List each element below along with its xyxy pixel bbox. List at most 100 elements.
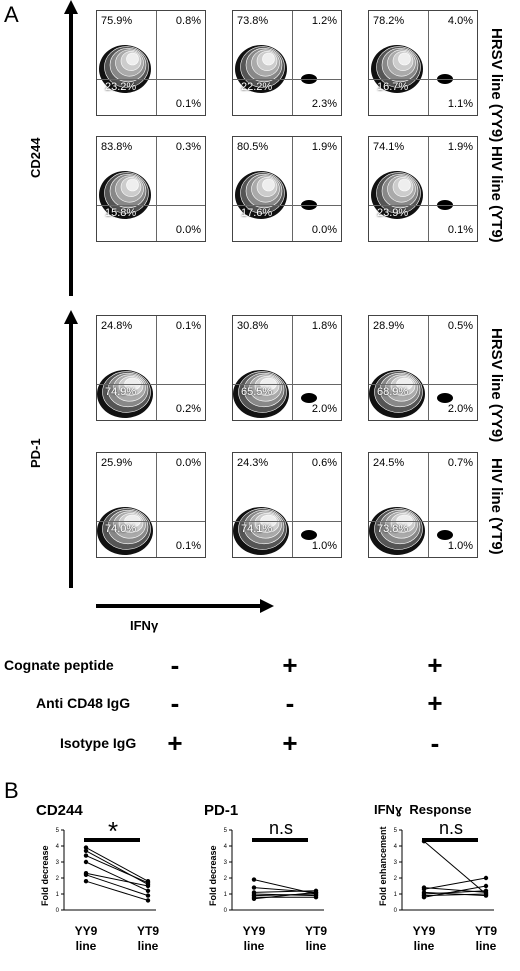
quadrant-percent-ll: 23.2% <box>105 81 137 93</box>
y-tick-label: 1 <box>224 892 228 898</box>
data-point <box>145 888 151 893</box>
density-contour <box>99 45 151 93</box>
series-line <box>253 893 317 897</box>
quadrant-line-vertical <box>428 137 430 241</box>
data-point <box>83 853 89 858</box>
quadrant-percent-ll: 74.0% <box>105 523 137 535</box>
y-tick-label: 5 <box>224 828 228 834</box>
y-tick-label: 2 <box>394 876 398 882</box>
quadrant-percent-lr: 2.0% <box>447 403 473 415</box>
x-category-label: YT9 line <box>136 924 159 953</box>
data-point <box>83 848 89 853</box>
x-category-label: YT9 line <box>474 924 497 953</box>
y-tick-label: 4 <box>394 844 398 850</box>
quadrant-percent-ul: 28.9% <box>373 320 405 332</box>
y-axis-label-cd244: CD244 <box>28 137 43 178</box>
data-point <box>483 888 489 893</box>
quadrant-percent-ll: 73.8% <box>377 523 409 535</box>
quadrant-percent-ur: 1.9% <box>311 141 337 153</box>
data-point <box>83 872 89 877</box>
contour-level <box>126 178 139 192</box>
quadrant-percent-ll: 15.8% <box>105 207 137 219</box>
series-line <box>85 872 149 887</box>
data-point <box>313 895 319 900</box>
quadrant-percent-lr: 0.1% <box>175 98 201 110</box>
quadrant-line-horizontal <box>369 383 477 385</box>
y-tick-label: 3 <box>224 860 228 866</box>
y-tick-label: 0 <box>394 908 398 914</box>
quadrant-percent-ll: 22.2% <box>241 81 273 93</box>
y-axis-arrows <box>64 0 78 588</box>
data-point <box>83 845 89 850</box>
y-tick-label: 3 <box>56 860 60 866</box>
facs-plot: 30.8% 1.8% 65.5% 2.0% <box>232 315 342 421</box>
series-line <box>423 885 487 898</box>
data-point <box>83 859 89 865</box>
density-contour <box>233 507 317 555</box>
ifng-positive-cluster <box>437 530 453 540</box>
quadrant-percent-ul: 80.5% <box>237 141 269 153</box>
contour-level <box>262 52 275 66</box>
data-point <box>421 895 427 900</box>
quadrant-percent-ul: 78.2% <box>373 15 405 27</box>
row-label-3: HRSV line (YY9) <box>488 328 505 443</box>
quadrant-percent-ll: 74.1% <box>241 523 273 535</box>
density-contour <box>99 171 151 219</box>
y-tick-label: 5 <box>394 828 398 834</box>
ifng-positive-cluster <box>301 393 317 403</box>
quadrant-percent-ur: 0.7% <box>447 457 473 469</box>
quadrant-percent-ur: 0.1% <box>175 320 201 332</box>
series-line <box>85 855 149 884</box>
condition-sign: - <box>170 688 180 718</box>
quadrant-percent-ul: 30.8% <box>237 320 269 332</box>
x-axis-label-ifng: IFNγ <box>130 618 159 633</box>
chart-title: IFNɣ Response <box>374 802 472 817</box>
condition-sign: + <box>167 728 183 758</box>
quadrant-line-vertical <box>428 453 430 557</box>
condition-sign: + <box>282 728 298 758</box>
series-line <box>85 847 149 882</box>
condition-label-isotype: Isotype IgG <box>60 735 137 751</box>
facs-plot: 28.9% 0.5% 68.9% 2.0% <box>368 315 478 421</box>
panel-b-label: B <box>4 778 19 803</box>
facs-plot: 25.9% 0.0% 74.0% 0.1% <box>96 452 206 558</box>
quadrant-percent-ul: 74.1% <box>373 141 405 153</box>
facs-plot: 80.5% 1.9% 17.6% 0.0% <box>232 136 342 242</box>
contour-level <box>262 178 275 192</box>
data-point <box>483 891 489 897</box>
facs-plot: 75.9% 0.8% 23.2% 0.1% <box>96 10 206 116</box>
quadrant-line-horizontal <box>233 520 341 522</box>
quadrant-line-horizontal <box>369 204 477 206</box>
series-line <box>253 891 317 900</box>
y-axis-label: Fold enhancement <box>378 826 388 906</box>
density-contour <box>97 507 153 555</box>
density-contour <box>97 370 153 418</box>
quadrant-percent-ur: 0.5% <box>447 320 473 332</box>
chart-title: CD244 <box>36 802 83 819</box>
quadrant-line-vertical <box>292 453 294 557</box>
data-point <box>145 893 151 898</box>
series-line <box>253 887 317 893</box>
quadrant-percent-ul: 83.8% <box>101 141 133 153</box>
series-line <box>85 861 149 892</box>
quadrant-percent-ll: 23.9% <box>377 207 409 219</box>
quadrant-line-vertical <box>156 11 158 115</box>
quadrant-line-horizontal <box>97 204 205 206</box>
quadrant-line-vertical <box>292 11 294 115</box>
ifng-positive-cluster <box>301 530 317 540</box>
data-point <box>251 896 257 901</box>
facs-plot: 24.5% 0.7% 73.8% 1.0% <box>368 452 478 558</box>
line-chart-2: 0 1 2 3 4 5 n.s <box>224 818 324 914</box>
significance-annotation: * <box>108 816 118 846</box>
contour-level <box>398 52 411 66</box>
x-category-label: YY9 line <box>74 924 98 953</box>
condition-sign: - <box>170 650 180 680</box>
quadrant-line-vertical <box>156 137 158 241</box>
ifng-positive-cluster <box>437 393 453 403</box>
quadrant-percent-lr: 1.1% <box>447 98 473 110</box>
facs-plot: 24.3% 0.6% 74.1% 1.0% <box>232 452 342 558</box>
quadrant-line-horizontal <box>233 78 341 80</box>
facs-plot: 73.8% 1.2% 22.2% 2.3% <box>232 10 342 116</box>
y-tick-label: 4 <box>56 844 60 850</box>
data-point <box>313 890 319 895</box>
